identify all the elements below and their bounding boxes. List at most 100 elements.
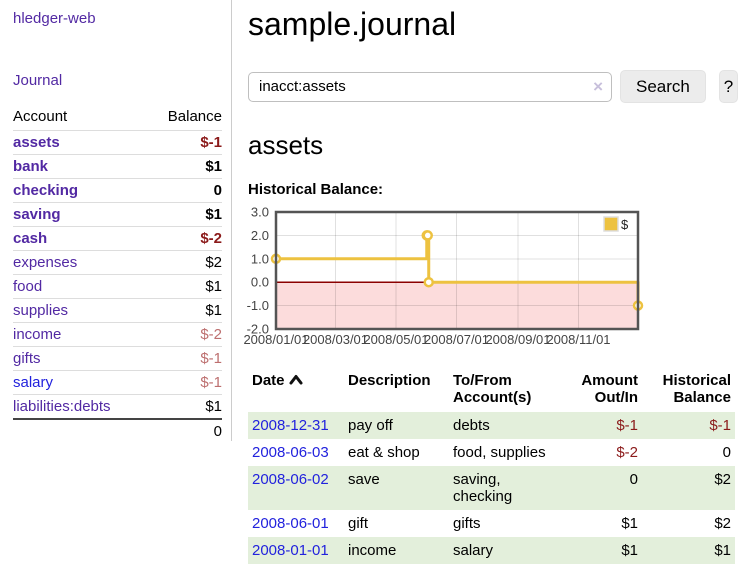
account-link[interactable]: saving — [13, 206, 61, 223]
account-row: assets $-1 — [13, 130, 222, 155]
register-description: income — [344, 537, 449, 564]
sidebar-divider — [231, 0, 232, 441]
account-balance: $1 — [147, 274, 222, 299]
clear-search-icon[interactable]: × — [593, 76, 603, 96]
register-description: save — [344, 466, 449, 510]
y-tick-label: 1.0 — [251, 251, 269, 266]
account-link[interactable]: gifts — [13, 350, 41, 367]
register-description: eat & shop — [348, 444, 420, 461]
register-accounts: saving, checking — [449, 466, 574, 510]
account-heading: assets — [248, 130, 324, 160]
register-description: pay off — [344, 412, 449, 439]
x-tick-label: 2008/09/01 — [485, 332, 550, 347]
register-balance: 0 — [722, 444, 731, 461]
register-table: Date Description To/From Account(s) Amou… — [248, 370, 735, 564]
account-link[interactable]: expenses — [13, 254, 78, 271]
account-row: salary $-1 — [13, 370, 222, 395]
sort-caret-up-icon — [289, 375, 303, 385]
register-date-link[interactable]: 2008-06-01 — [252, 515, 329, 532]
page-title: sample.journal — [248, 6, 457, 42]
account-row: food $1 — [13, 274, 222, 299]
data-point — [422, 230, 433, 241]
brand-link[interactable]: hledger-web — [13, 10, 96, 27]
register-accounts: gifts — [453, 515, 481, 532]
accounts-header-balance: Balance — [167, 108, 222, 125]
account-row: supplies $1 — [13, 298, 222, 323]
account-balance: $1 — [147, 298, 222, 323]
register-accounts: food, supplies — [453, 444, 546, 461]
legend-swatch — [603, 216, 619, 232]
y-tick-label: -2.0 — [247, 322, 269, 337]
help-button[interactable]: ? — [718, 70, 738, 103]
register-amount: $1 — [621, 515, 638, 532]
nav-journal-link[interactable]: Journal — [13, 72, 63, 89]
y-tick-label: -1.0 — [247, 298, 269, 313]
register-header-description: Description — [348, 372, 431, 389]
accounts-header-account: Account — [13, 108, 68, 125]
account-row: bank $1 — [13, 154, 222, 179]
account-link[interactable]: bank — [13, 158, 49, 175]
negative-region — [276, 282, 638, 329]
account-balance: $-2 — [147, 226, 222, 251]
account-balance: $-2 — [147, 322, 222, 347]
x-tick-label: 2008/01/01 — [243, 332, 308, 347]
account-balance: $2 — [147, 250, 222, 275]
main-content: sample.journal × Search ? assets Histori… — [243, 0, 738, 564]
account-link[interactable]: liabilities:debts — [13, 398, 111, 415]
account-balance: $-1 — [147, 346, 222, 371]
chart-wrap: $3.0 2.0 1.0 0.0 -1.0 -2.0 2008/01/01 2008/03/0… — [242, 205, 738, 352]
register-header-balance: Historical Balance — [662, 372, 731, 406]
register-description: gift — [348, 515, 369, 532]
register-date-link[interactable]: 2008-12-31 — [252, 417, 329, 434]
register-date-link[interactable]: 2008-01-01 — [252, 542, 329, 559]
account-link[interactable]: assets — [13, 134, 60, 151]
x-tick-label: 2008/03/01 — [303, 332, 368, 347]
register-date-link[interactable]: 2008-06-02 — [252, 471, 329, 488]
account-link[interactable]: checking — [13, 182, 79, 199]
account-balance: $1 — [147, 394, 222, 419]
register-header-amount: Amount Out/In — [581, 372, 638, 406]
account-balance: $-1 — [147, 370, 222, 395]
account-row: cash $-2 — [13, 226, 222, 251]
search-button[interactable]: Search — [620, 70, 706, 103]
account-balance: $-1 — [147, 130, 222, 155]
account-link[interactable]: cash — [13, 230, 48, 247]
account-row: checking 0 — [13, 178, 222, 203]
accounts-table: Account Balance assets $-1 bank $1 checking 0… — [13, 105, 222, 443]
account-balance: $1 — [147, 154, 222, 179]
account-row: liabilities:debts $1 — [13, 394, 222, 419]
register-balance: $1 — [642, 537, 735, 564]
account-row: gifts $-1 — [13, 346, 222, 371]
account-link[interactable]: income — [13, 326, 62, 343]
y-tick-label: 3.0 — [251, 206, 269, 220]
search-form: × Search ? — [248, 70, 738, 103]
account-balance: $1 — [147, 202, 222, 227]
accounts-total-row: 0 — [13, 418, 222, 443]
register-amount: $-2 — [616, 444, 638, 461]
register-header-accounts: To/From Account(s) — [453, 372, 532, 406]
y-tick-label: 2.0 — [251, 228, 269, 243]
search-input[interactable] — [248, 71, 612, 102]
register-date-link[interactable]: 2008-06-03 — [252, 444, 329, 461]
account-link[interactable]: food — [13, 278, 43, 295]
account-row: income $-2 — [13, 322, 222, 347]
register-row: 2008-06-03 eat & shop food, supplies $-2 0 — [248, 439, 735, 466]
register-accounts: salary — [449, 537, 574, 564]
register-header-date[interactable]: Date — [248, 370, 344, 412]
x-tick-label: 2008/05/01 — [363, 332, 428, 347]
x-tick-label: 2008/11/01 — [546, 332, 610, 347]
register-row: 2008-06-02 save saving, checking 0 $2 — [248, 466, 735, 510]
account-link[interactable]: supplies — [13, 302, 69, 319]
account-link[interactable]: salary — [13, 374, 54, 391]
historical-balance-chart: $3.0 2.0 1.0 0.0 -1.0 -2.02008/01/012008/03/0… — [243, 205, 644, 347]
register-amount: 0 — [574, 466, 642, 510]
legend-label: $ — [621, 217, 629, 232]
accounts-total: 0 — [147, 418, 222, 443]
y-tick-label: 0.0 — [251, 275, 269, 290]
chart-title: Historical Balance: — [248, 181, 384, 198]
register-balance: $2 — [642, 466, 735, 510]
register-row: 2008-06-01 gift gifts $1 $2 — [248, 510, 735, 537]
register-row: 2008-12-31 pay off debts $-1 $-1 — [248, 412, 735, 439]
data-point — [423, 276, 434, 288]
register-accounts: debts — [449, 412, 574, 439]
